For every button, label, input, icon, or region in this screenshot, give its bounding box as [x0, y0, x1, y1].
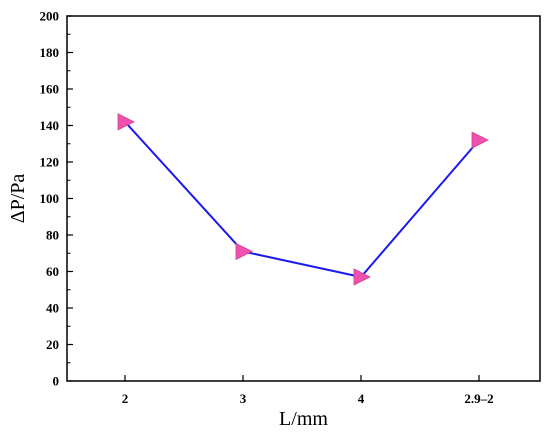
y-tick-label: 100 — [40, 191, 60, 206]
y-tick-label: 180 — [40, 45, 60, 60]
y-tick-label: 60 — [46, 264, 59, 279]
y-tick-label: 160 — [40, 82, 60, 97]
x-axis: 2 3 4 2.9–2 — [122, 375, 494, 406]
series-layer — [117, 113, 489, 286]
x-tick-label: 2 — [122, 391, 129, 406]
x-tick-label: 3 — [240, 391, 247, 406]
data-point — [117, 113, 135, 131]
series-line — [124, 121, 480, 279]
y-tick-label: 140 — [40, 118, 60, 133]
y-tick-label: 0 — [53, 374, 60, 389]
x-tick-label: 4 — [358, 391, 365, 406]
y-tick-label: 80 — [46, 228, 59, 243]
y-tick-label: 120 — [40, 155, 60, 170]
x-tick-label: 2.9–2 — [464, 391, 493, 406]
data-point — [353, 268, 371, 286]
x-axis-title: L/mm — [279, 408, 328, 430]
plot-frame — [66, 15, 541, 382]
y-tick-label: 200 — [40, 9, 60, 24]
data-point — [471, 131, 489, 149]
data-point — [235, 242, 253, 261]
y-tick-label: 20 — [46, 337, 59, 352]
y-axis-title: ΔP/Pa — [7, 174, 29, 224]
y-tick-label: 40 — [46, 301, 59, 316]
y-axis: 0 20 40 60 80 100 120 140 160 180 200 — [40, 9, 73, 389]
